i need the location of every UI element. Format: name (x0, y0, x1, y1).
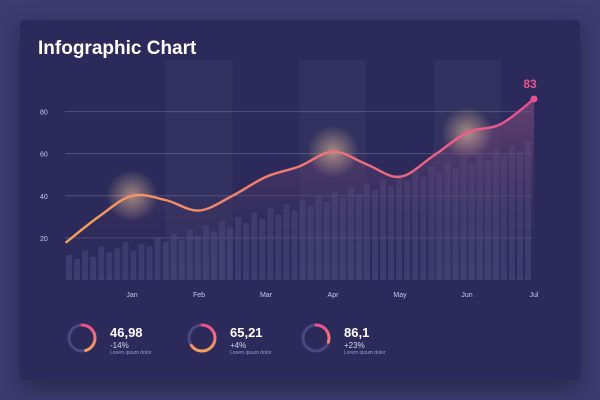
kpi-donut (187, 323, 217, 353)
end-marker: 83 (523, 77, 538, 103)
x-tick-label: Jul (530, 292, 539, 299)
kpi-caption: Lorem ipsum dolor (230, 350, 272, 356)
x-tick-label: Jun (461, 292, 472, 299)
series-line-path (65, 97, 536, 244)
y-tick-label: 20 (40, 236, 48, 243)
kpi-donut (301, 323, 331, 353)
series-line (65, 97, 536, 244)
series-area (66, 98, 534, 281)
x-axis: Jan Feb Mar Apr May Jun Jul (126, 292, 539, 299)
end-value-label: 83 (523, 77, 537, 91)
kpi-change: +23% (344, 341, 365, 350)
x-tick-label: Jan (126, 292, 137, 299)
x-tick-label: Feb (193, 292, 205, 299)
kpi-caption: Lorem ipsum dolor (344, 350, 386, 356)
y-tick-label: 80 (40, 110, 48, 117)
kpi-change: +4% (230, 341, 247, 350)
x-tick-label: May (393, 292, 407, 299)
kpi-value: 65,21 (230, 325, 263, 340)
chart-title: Infographic Chart (38, 38, 197, 59)
area-fill (66, 98, 534, 281)
donut-progress (67, 323, 97, 353)
kpi-value: 86,1 (344, 325, 370, 340)
donut-progress (187, 323, 217, 353)
kpi-value: 46,98 (110, 325, 143, 340)
kpi-caption: Lorem ipsum dolor (110, 350, 152, 356)
kpi-3: 86,1 +23% Lorem ipsum dolor (300, 318, 440, 360)
x-tick-label: Mar (260, 292, 273, 299)
kpi-2: 65,21 +4% Lorem ipsum dolor (186, 318, 326, 360)
kpi-donut (67, 323, 97, 353)
kpi-change: -14% (110, 341, 129, 350)
y-tick-label: 40 (40, 194, 48, 201)
x-tick-label: Apr (328, 292, 340, 299)
kpi-1: 46,98 -14% Lorem ipsum dolor (66, 318, 206, 360)
y-tick-label: 60 (40, 152, 48, 159)
end-point (530, 95, 538, 103)
line-chart: 20 40 60 80 Jan Feb Mar Apr May Jun Jul 83 (40, 77, 539, 299)
chart-card: Infographic Chart 20 40 60 80 Jan Feb Mar Apr M… (20, 20, 580, 380)
donut-progress (301, 323, 331, 353)
y-axis: 20 40 60 80 (40, 110, 48, 243)
